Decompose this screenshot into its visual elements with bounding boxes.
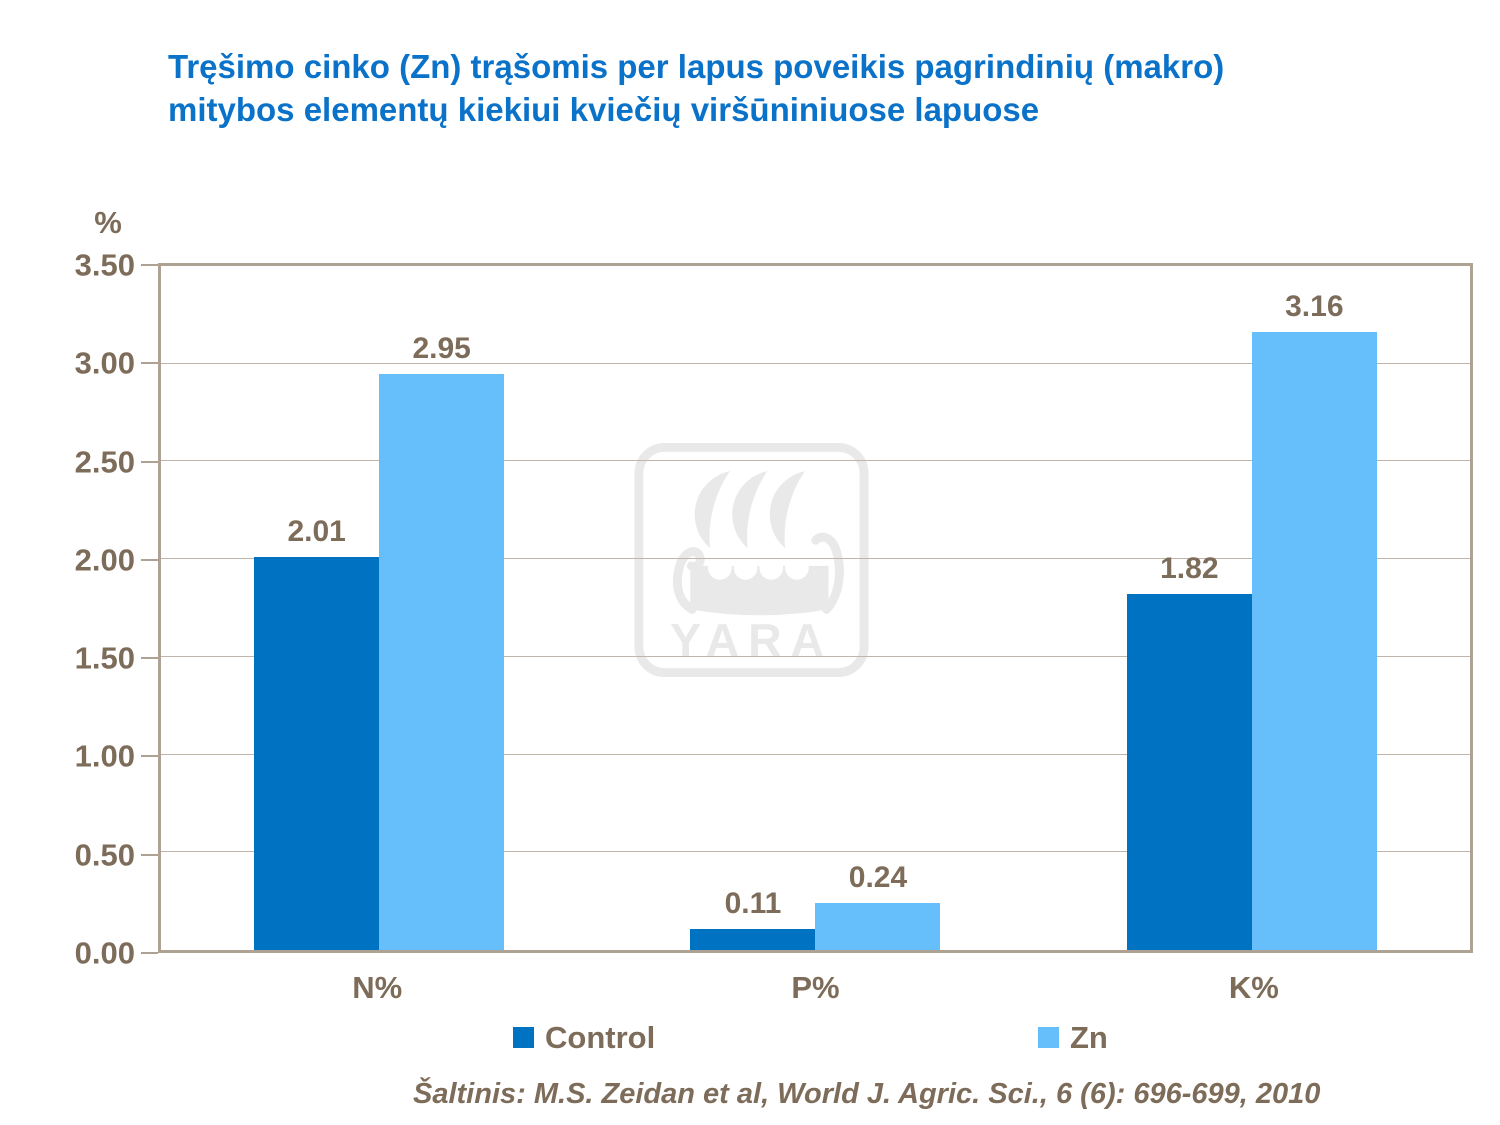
bar-wrap: 0.24: [815, 266, 941, 950]
bar-zn-K: [1251, 332, 1377, 950]
legend-label-control: Control: [545, 1020, 656, 1055]
y-tick-label: 1.00: [74, 738, 135, 774]
bar-zn-N: [379, 373, 505, 950]
bar-wrap: 3.16: [1251, 266, 1377, 950]
bar-control-K: [1126, 594, 1252, 950]
gridline: [161, 655, 1470, 657]
viking-ship-icon: YARA: [634, 442, 869, 678]
bar-group-N: 2.01 2.95: [161, 266, 597, 950]
bar-group-K: 1.82 3.16: [1034, 266, 1470, 950]
bar-control-N: [254, 557, 380, 950]
bar-value-label: 2.01: [287, 515, 346, 549]
bars-layer: 2.01 2.95 0.11 0.24 1.82 3.16: [161, 266, 1470, 950]
bar-wrap: 2.95: [379, 266, 505, 950]
y-tick-mark: [141, 853, 158, 856]
yara-watermark-logo: YARA: [633, 440, 870, 680]
y-tick-label: 1.50: [74, 640, 135, 676]
x-axis-category-label: K%: [1228, 970, 1279, 1005]
y-tick-label: 3.00: [74, 345, 135, 381]
gridline: [161, 558, 1470, 560]
y-tick-mark: [141, 952, 158, 954]
bar-wrap: 1.82: [1126, 266, 1252, 950]
bar-wrap: 2.01: [254, 266, 380, 950]
plot-area: YARA 2.01 2.95 0.11 0.24 1.82 3.16: [158, 263, 1473, 953]
watermark-text: YARA: [670, 614, 833, 666]
y-axis-unit-label: %: [94, 205, 122, 240]
y-tick-mark: [141, 460, 158, 463]
y-tick-mark: [141, 362, 158, 365]
y-tick-mark: [141, 657, 158, 660]
bar-value-label: 1.82: [1160, 552, 1219, 586]
x-axis-category-label: P%: [791, 970, 840, 1005]
bar-wrap: 0.11: [690, 266, 816, 950]
x-axis-labels: N% P% K%: [158, 970, 1473, 1006]
y-tick-label: 2.50: [74, 444, 135, 480]
legend-swatch: [1038, 1027, 1059, 1048]
y-axis: 0.00 0.50 1.00 1.50 2.00 2.50 3.00 3.50: [25, 250, 135, 969]
bar-value-label: 0.11: [724, 886, 782, 920]
y-axis-tick-marks: [141, 264, 158, 954]
y-tick-label: 2.00: [74, 542, 135, 578]
y-tick-mark: [141, 755, 158, 758]
bar-value-label: 0.24: [848, 861, 908, 895]
x-axis-category-label: N%: [352, 970, 403, 1005]
bar-group-P: 0.11 0.24: [597, 266, 1033, 950]
gridline: [161, 851, 1470, 853]
legend-label-zn: Zn: [1070, 1020, 1108, 1055]
chart-title: Tręšimo cinko (Zn) trąšomis per lapus po…: [168, 48, 1225, 128]
gridline: [161, 362, 1470, 364]
source-citation: Šaltinis: M.S. Zeidan et al, World J. Ag…: [413, 1078, 1321, 1110]
gridline: [161, 460, 1470, 462]
y-tick-mark: [141, 264, 158, 266]
bar-control-P: [690, 928, 816, 950]
legend-item-zn: Zn: [1038, 1022, 1108, 1053]
bar-zn-P: [815, 903, 941, 950]
gridlines: [161, 266, 1470, 950]
bar-value-label: 2.95: [412, 331, 471, 365]
y-tick-mark: [141, 558, 158, 561]
bar-value-label: 3.16: [1285, 290, 1344, 324]
y-tick-label: 3.50: [74, 247, 135, 283]
y-tick-label: 0.00: [74, 935, 135, 971]
legend-swatch: [513, 1027, 534, 1048]
legend-item-control: Control: [513, 1022, 655, 1053]
y-tick-label: 0.50: [74, 837, 135, 873]
gridline: [161, 753, 1470, 755]
